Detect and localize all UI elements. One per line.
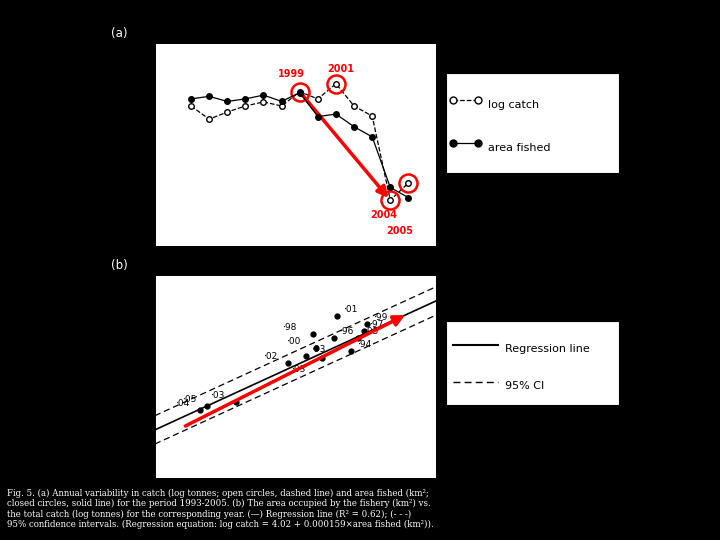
Text: ⋅96: ⋅96 xyxy=(339,327,354,336)
Text: ⋅93: ⋅93 xyxy=(311,345,325,354)
Text: Fig. 5. (a) Annual variability in catch (log tonnes; open circles, dashed line) : Fig. 5. (a) Annual variability in catch … xyxy=(7,489,434,530)
Text: ⋅95: ⋅95 xyxy=(364,327,378,336)
X-axis label: Year: Year xyxy=(285,269,305,279)
Text: 2004: 2004 xyxy=(370,211,397,220)
Y-axis label: Log catch (tonnes): Log catch (tonnes) xyxy=(117,334,126,419)
Text: (b): (b) xyxy=(112,259,128,272)
Text: ⋅05: ⋅05 xyxy=(182,395,197,404)
Text: 2001: 2001 xyxy=(327,64,354,73)
Text: ⋅01: ⋅01 xyxy=(343,305,357,314)
Text: ⋅97: ⋅97 xyxy=(369,320,384,329)
Text: 2005: 2005 xyxy=(387,226,414,235)
Text: ⋅03: ⋅03 xyxy=(291,366,305,374)
Text: ⋅00: ⋅00 xyxy=(286,337,300,346)
Text: ⋅04: ⋅04 xyxy=(176,399,189,408)
Text: log catch: log catch xyxy=(488,100,539,110)
Text: area fished: area fished xyxy=(488,143,550,153)
Text: ⋅03: ⋅03 xyxy=(210,391,225,400)
Text: ⋅02: ⋅02 xyxy=(264,352,277,361)
Text: ⋅99: ⋅99 xyxy=(373,313,387,322)
Text: 1999: 1999 xyxy=(278,69,305,79)
Y-axis label: Log catch (tonnes): Log catch (tonnes) xyxy=(117,102,126,187)
Text: ⋅98: ⋅98 xyxy=(282,323,297,332)
Text: 95% CI: 95% CI xyxy=(505,381,544,391)
Text: Regression line: Regression line xyxy=(505,344,590,354)
X-axis label: Area fished (Km²): Area fished (Km²) xyxy=(253,502,338,511)
Text: (a): (a) xyxy=(112,27,127,40)
Y-axis label: Area fished (Km²): Area fished (Km²) xyxy=(478,105,487,184)
Text: ⋅94: ⋅94 xyxy=(357,340,372,349)
